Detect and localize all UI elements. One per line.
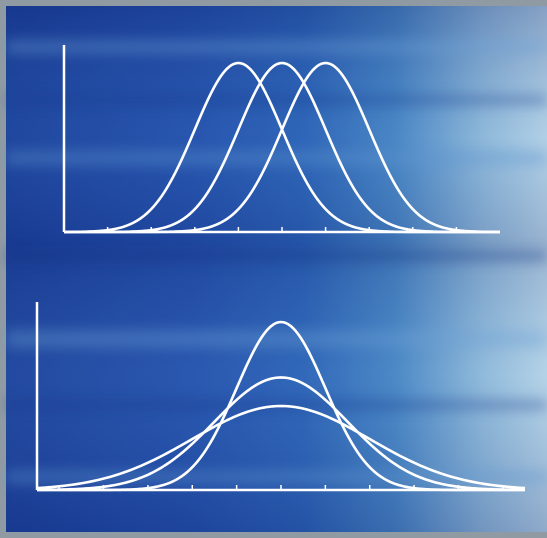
series-lines-bottom — [36, 320, 526, 492]
series-line-bottom-2 — [36, 376, 526, 492]
series-lines-top — [63, 61, 501, 234]
series-line-bottom-3 — [36, 404, 526, 490]
series-line-top-3 — [64, 61, 501, 234]
series-line-bottom-1 — [37, 320, 525, 492]
chart-panel-bottom — [35, 302, 526, 492]
chart-panel-top — [62, 45, 501, 234]
background-texture — [6, 6, 547, 532]
